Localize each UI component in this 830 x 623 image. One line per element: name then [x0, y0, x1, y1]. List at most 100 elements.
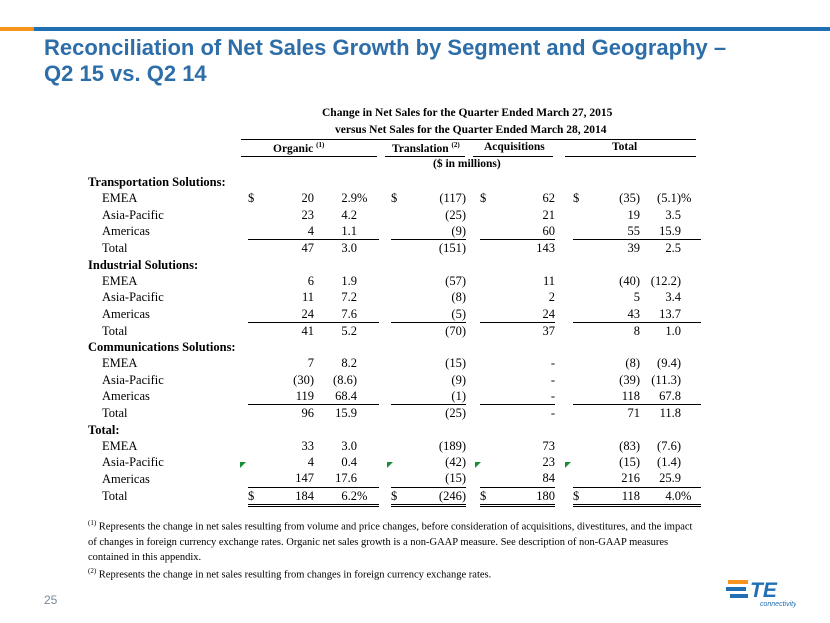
- organic-percent: (8.6): [333, 372, 357, 387]
- row-label: Americas: [102, 224, 150, 239]
- organic-value: 24: [258, 305, 314, 323]
- section-header-row: Total:: [88, 421, 701, 437]
- spacer: [555, 355, 573, 371]
- total-value: (39): [619, 372, 640, 387]
- total-value: 55: [583, 222, 640, 241]
- translation-value: (15): [401, 470, 466, 488]
- row-label: Asia-Pacific: [102, 372, 164, 387]
- acquisitions-value: -: [550, 406, 555, 421]
- translation-value: (57): [445, 273, 466, 288]
- section-header-row: Communications Solutions:: [88, 339, 701, 355]
- spacer: [466, 487, 480, 505]
- spacer: [555, 289, 573, 305]
- acquisitions-value: 180: [490, 487, 555, 507]
- table-row: Total 41 5.2 (70) 37 8 1.0: [88, 322, 701, 339]
- spacer: [555, 305, 573, 322]
- spacer: [466, 388, 480, 405]
- translation-dollar: [391, 222, 401, 241]
- organic-percent: 0.4: [341, 455, 357, 470]
- total-dollar: $: [573, 487, 583, 507]
- organic-value: 4: [258, 222, 314, 241]
- spacer: [379, 372, 391, 388]
- table-row: Asia-Pacific 4 0.4 (42) 23 (15) (1.4): [88, 454, 701, 470]
- organic-percent-sign: [357, 405, 379, 422]
- spacer: [240, 487, 248, 505]
- organic-dollar: [248, 438, 258, 454]
- acquisitions-dollar: [480, 222, 490, 241]
- table-header-line-1: Change in Net Sales for the Quarter Ende…: [322, 107, 613, 119]
- total-dollar: [573, 405, 583, 422]
- total-percent: (12.2): [650, 273, 681, 288]
- page-number: 25: [44, 593, 58, 607]
- organic-dollar: $: [248, 487, 258, 507]
- total-dollar: [573, 438, 583, 454]
- total-percent: 67.8: [640, 387, 681, 406]
- acquisitions-value: -: [550, 356, 555, 371]
- spacer: [466, 273, 480, 289]
- organic-percent: 7.6: [314, 305, 357, 323]
- total-value: 118: [583, 487, 640, 507]
- organic-percent: 7.2: [341, 290, 357, 305]
- total-dollar: [573, 454, 583, 470]
- row-label: Total: [102, 241, 128, 256]
- organic-percent: 5.2: [341, 323, 357, 338]
- row-label: EMEA: [102, 356, 138, 371]
- col-organic-header: Organic (1): [273, 141, 325, 155]
- spacer: [240, 355, 248, 371]
- units-label: ($ in millions): [433, 158, 501, 170]
- spacer: [240, 305, 248, 322]
- total-value: (40): [619, 273, 640, 288]
- total-percent-sign: [681, 322, 701, 339]
- total-percent: (9.4): [657, 356, 681, 371]
- section-label: Total:: [88, 422, 120, 437]
- table-row: Total $184 6.2% $ (246) $180 $118 4.0%: [88, 487, 701, 507]
- acquisitions-dollar: [480, 438, 490, 454]
- cell-marker: [387, 462, 393, 468]
- translation-dollar: $: [391, 191, 398, 206]
- total-percent: 3.4: [665, 290, 681, 305]
- table-row: EMEA 33 3.0 (189) 73 (83) (7.6): [88, 438, 701, 454]
- acquisitions-value: 143: [536, 241, 555, 256]
- organic-value: 6: [307, 273, 314, 288]
- te-connectivity-logo: TE connectivity: [726, 579, 796, 608]
- acquisitions-dollar: [480, 322, 490, 339]
- acquisitions-dollar: [480, 305, 490, 323]
- total-dollar: [573, 305, 583, 323]
- organic-percent: 15.9: [335, 406, 357, 421]
- total-percent: (5.1): [657, 191, 681, 206]
- total-value: 118: [583, 387, 640, 406]
- organic-percent: 3.0: [341, 438, 357, 453]
- total-percent: 13.7: [640, 305, 681, 323]
- total-value: 216: [583, 470, 640, 488]
- acquisitions-rule: [473, 156, 553, 157]
- acquisitions-dollar: [480, 470, 490, 488]
- organic-value: 96: [301, 406, 315, 421]
- table-header-line-2: versus Net Sales for the Quarter Ended M…: [335, 124, 607, 136]
- row-label: EMEA: [102, 273, 138, 288]
- spacer: [240, 273, 248, 289]
- table-row: Total 47 3.0 (151) 143 39 2.5: [88, 240, 701, 257]
- total-percent-sign: [681, 289, 701, 305]
- spacer: [555, 190, 573, 206]
- translation-rule: [385, 156, 465, 157]
- row-label: Total: [102, 406, 128, 421]
- table-row: EMEA 6 1.9 (57) 11 (40) (12.2): [88, 273, 701, 289]
- organic-percent-sign: [357, 438, 379, 454]
- organic-percent: 6.2: [314, 487, 357, 507]
- translation-value: (9): [401, 222, 466, 241]
- section-header-row: Transportation Solutions:: [88, 174, 701, 190]
- translation-dollar: [391, 372, 401, 388]
- total-percent-sign: [681, 470, 701, 488]
- spacer: [466, 405, 480, 422]
- row-label: Asia-Pacific: [102, 290, 164, 305]
- total-percent-sign: [681, 273, 701, 289]
- table-row: Asia-Pacific 11 7.2 (8) 2 5 3.4: [88, 289, 701, 305]
- total-dollar: [573, 289, 583, 305]
- spacer: [379, 322, 391, 339]
- spacer: [240, 388, 248, 405]
- spacer: [379, 190, 391, 206]
- total-value: 39: [627, 241, 641, 256]
- spacer: [240, 322, 248, 339]
- organic-dollar: [248, 372, 258, 388]
- organic-dollar: [248, 355, 258, 371]
